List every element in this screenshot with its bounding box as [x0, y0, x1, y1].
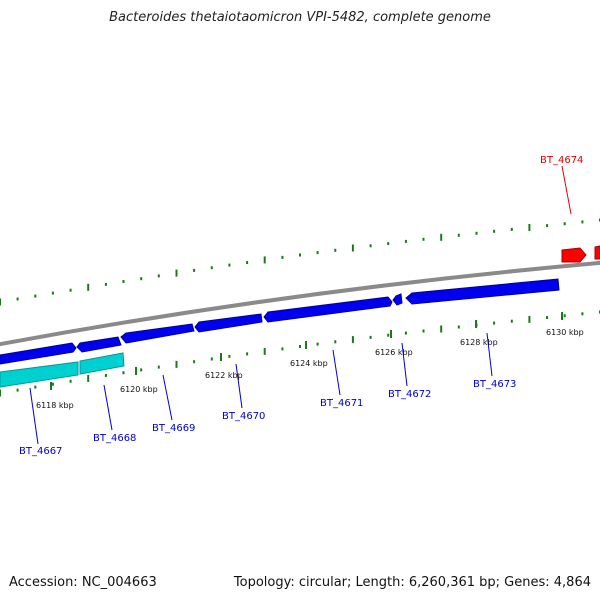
tick-label: 6122 kbp [205, 371, 243, 380]
gene-labels: BT_4674 BT_4667 BT_4668 BT_4669 BT_4670 … [19, 155, 583, 457]
forward-strand-genes [0, 278, 560, 365]
tick-label: 6126 kbp [375, 348, 413, 357]
gene-arrow-bt4672[interactable] [392, 293, 403, 306]
gc-content-track-upper [0, 218, 600, 306]
accession-text: Accession: NC_004663 [9, 575, 157, 590]
gene-arrow-bt4674[interactable] [561, 247, 587, 263]
gene-arrow-bt4675[interactable] [594, 245, 600, 260]
tick-label: 6124 kbp [290, 359, 328, 368]
reverse-strand-genes [0, 352, 125, 388]
gene-arrow-bt4673[interactable] [405, 278, 560, 305]
highlighted-genes [561, 245, 600, 263]
gene-arrow-bt4670[interactable] [194, 313, 263, 333]
tick-label: 6120 kbp [120, 385, 158, 394]
gene-arrow-bt4669[interactable] [120, 323, 195, 344]
genome-backbone [0, 260, 600, 347]
gene-arrow-bt4668[interactable] [76, 336, 122, 353]
map-title: Bacteroides thetaiotaomicron VPI-5482, c… [109, 10, 491, 25]
gene-label-bt4670[interactable]: BT_4670 [222, 411, 265, 422]
scale-ticks: 6118 kbp 6120 kbp 6122 kbp 6124 kbp 6126… [36, 312, 584, 410]
gene-label-bt4671[interactable]: BT_4671 [320, 398, 363, 409]
gene-arrow-reverse-2[interactable] [79, 352, 125, 375]
gene-arrow-bt4671[interactable] [263, 296, 393, 323]
gene-label-bt4668[interactable]: BT_4668 [93, 433, 136, 444]
gene-label-bt4673[interactable]: BT_4673 [473, 379, 516, 390]
gene-label-bt4669[interactable]: BT_4669 [152, 423, 195, 434]
gene-label-bt4674[interactable]: BT_4674 [540, 155, 583, 166]
gene-arrow-reverse-1[interactable] [0, 361, 79, 388]
gene-arrow-bt4667[interactable] [0, 342, 77, 365]
tick-label: 6130 kbp [546, 328, 584, 337]
genome-summary-text: Topology: circular; Length: 6,260,361 bp… [233, 575, 591, 590]
tick-label: 6128 kbp [460, 338, 498, 347]
gene-label-bt4672[interactable]: BT_4672 [388, 389, 431, 400]
gc-content-track-lower [0, 310, 600, 397]
label-leader-lines [29, 165, 572, 445]
gene-label-bt4667[interactable]: BT_4667 [19, 446, 62, 457]
tick-label: 6118 kbp [36, 401, 74, 410]
